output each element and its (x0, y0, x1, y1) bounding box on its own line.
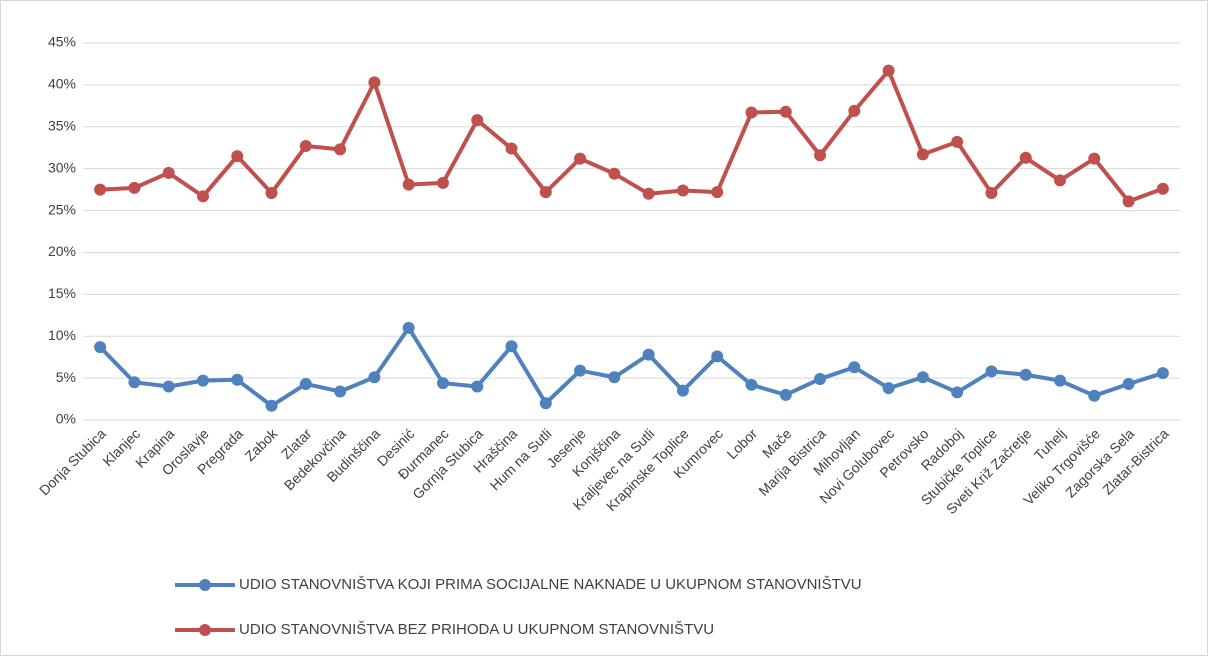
point (1088, 152, 1101, 165)
point (916, 371, 929, 384)
point (334, 143, 347, 156)
point (436, 377, 449, 390)
point (642, 187, 655, 200)
point (676, 184, 689, 197)
y-tick-label: 15% (48, 285, 76, 301)
point (985, 365, 998, 378)
point (162, 166, 175, 179)
point (231, 373, 244, 386)
point (162, 380, 175, 393)
legend-marker (199, 579, 211, 591)
point (848, 361, 861, 374)
point (196, 190, 209, 203)
y-tick-label: 25% (48, 201, 76, 217)
point (402, 178, 415, 191)
point (1019, 368, 1032, 381)
point (882, 64, 895, 77)
point (265, 186, 278, 199)
point (814, 372, 827, 385)
point (334, 385, 347, 398)
point (1054, 174, 1067, 187)
y-tick-label: 0% (56, 411, 76, 427)
point (1122, 377, 1135, 390)
point (574, 152, 587, 165)
point (128, 376, 141, 389)
series-line (100, 68, 1164, 204)
point (265, 399, 278, 412)
point (1054, 374, 1067, 387)
point (642, 348, 655, 361)
point (402, 321, 415, 334)
point (848, 104, 861, 117)
point (299, 140, 312, 153)
point (539, 397, 552, 410)
point (608, 167, 621, 180)
point (711, 350, 724, 363)
point (1156, 367, 1169, 380)
point (574, 364, 587, 377)
legend-marker (199, 624, 211, 636)
point (471, 380, 484, 393)
point (985, 186, 998, 199)
point (882, 382, 895, 395)
series-line (98, 325, 1164, 408)
y-tick-label: 35% (48, 117, 76, 133)
point (368, 76, 381, 89)
point (94, 183, 107, 196)
point (951, 386, 964, 399)
point (608, 371, 621, 384)
point (471, 114, 484, 127)
y-tick-label: 20% (48, 243, 76, 259)
y-tick-label: 10% (48, 327, 76, 343)
point (745, 106, 758, 119)
y-tick-label: 45% (48, 34, 76, 50)
point (1122, 195, 1135, 208)
point (745, 378, 758, 391)
legend-label: UDIO STANOVNIŠTVA BEZ PRIHODA U UKUPNOM … (239, 621, 714, 638)
point (1088, 389, 1101, 402)
point (94, 341, 107, 354)
point (951, 135, 964, 148)
point (196, 374, 209, 387)
point (505, 340, 518, 353)
point (505, 142, 518, 155)
point (299, 377, 312, 390)
point (1156, 182, 1169, 195)
point (814, 149, 827, 162)
legend-label: UDIO STANOVNIŠTVA KOJI PRIMA SOCIJALNE N… (239, 576, 862, 593)
point (779, 105, 792, 118)
point (676, 384, 689, 397)
point (779, 388, 792, 401)
point (711, 186, 724, 199)
point (1019, 151, 1032, 164)
point (231, 150, 244, 163)
point (368, 371, 381, 384)
point (539, 186, 552, 199)
point (916, 148, 929, 161)
point (436, 176, 449, 189)
point (128, 181, 141, 194)
y-tick-label: 5% (56, 369, 76, 385)
y-tick-label: 30% (48, 159, 76, 175)
y-tick-label: 40% (48, 76, 76, 92)
